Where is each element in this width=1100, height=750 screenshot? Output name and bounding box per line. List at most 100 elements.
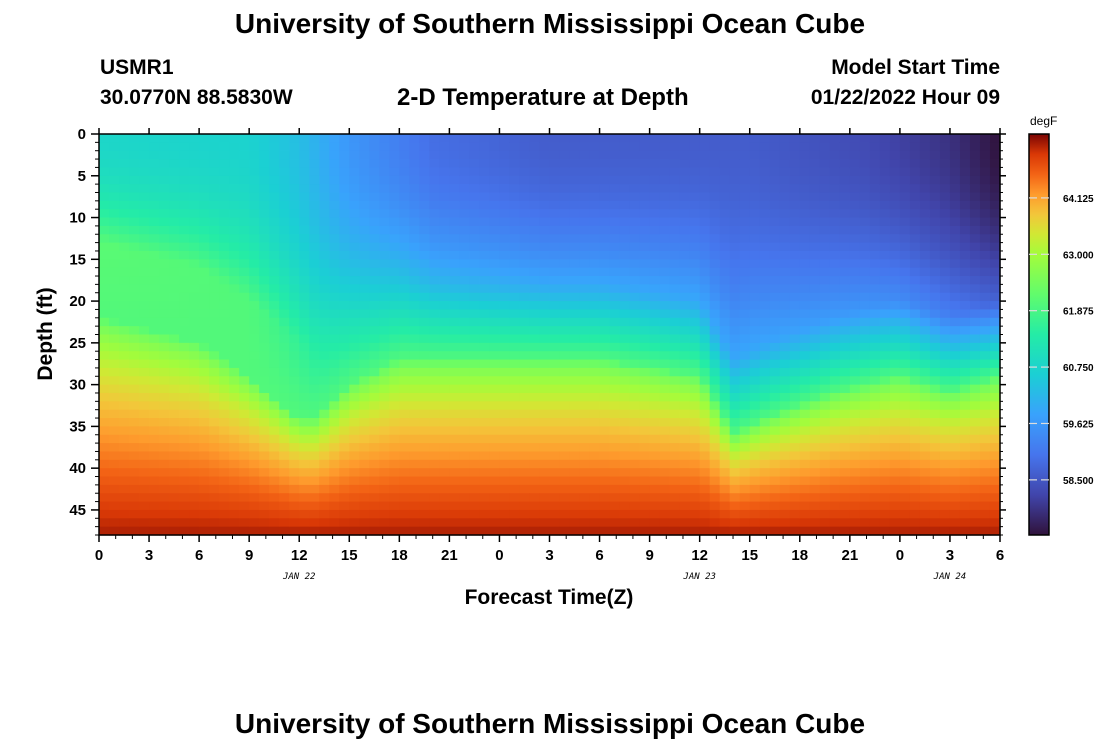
heatmap-cell [399,509,410,519]
heatmap-cell [569,526,581,536]
heatmap-cell [119,367,130,377]
heatmap-cell [589,451,601,461]
heatmap-cell [389,150,400,160]
heatmap-cell [689,342,701,352]
heatmap-cell [439,192,450,202]
heatmap-cell [499,409,511,419]
heatmap-cell [159,292,170,302]
heatmap-cell [819,384,831,394]
heatmap-cell [629,200,641,210]
heatmap-cell [989,200,1001,210]
heatmap-cell [679,509,691,519]
heatmap-cell [629,317,641,327]
heatmap-cell [749,476,761,486]
heatmap-cell [359,468,370,478]
heatmap-cell [929,200,941,210]
heatmap-cell [809,484,821,494]
heatmap-cell [529,259,541,269]
heatmap-cell [619,418,631,427]
heatmap-cell [629,434,641,444]
heatmap-cell [869,459,881,469]
heatmap-cell [789,351,801,361]
heatmap-cell [689,292,701,302]
heatmap-cell [699,159,711,169]
heatmap-cell [289,292,300,302]
heatmap-cell [589,476,601,486]
heatmap-cell [719,443,731,453]
heatmap-cell [389,426,400,436]
heatmap-cell [859,384,871,394]
heatmap-cell [959,518,971,528]
heatmap-cell [709,159,721,169]
heatmap-cell [99,276,110,285]
heatmap-cell [849,518,861,528]
heatmap-cell [519,434,531,444]
heatmap-cell [899,526,911,536]
heatmap-cell [849,468,861,478]
heatmap-cell [589,443,601,453]
heatmap-cell [239,317,250,327]
heatmap-cell [169,184,180,194]
heatmap-cell [589,259,601,269]
heatmap-cell [649,342,661,352]
heatmap-cell [769,200,781,210]
heatmap-cell [429,384,440,394]
heatmap-cell [189,384,200,394]
heatmap-cell [629,418,641,427]
heatmap-cell [279,150,290,160]
heatmap-cell [119,476,130,486]
heatmap-cell [779,259,791,269]
heatmap-cell [639,150,651,160]
heatmap-cell [159,225,170,235]
heatmap-cell [449,326,460,336]
heatmap-cell [309,392,320,402]
heatmap-cell [979,259,991,269]
heatmap-cell [259,468,270,478]
heatmap-cell [339,376,350,386]
heatmap-cell [699,518,711,528]
heatmap-cell [549,484,561,494]
heatmap-cell [749,292,761,302]
heatmap-cell [179,167,190,177]
heatmap-cell [219,493,230,503]
heatmap-cell [909,426,921,436]
heatmap-cell [839,159,851,169]
heatmap-cell [149,409,160,419]
heatmap-cell [939,376,951,386]
heatmap-cell [449,292,460,302]
heatmap-cell [199,309,210,319]
heatmap-cell [599,426,611,436]
heatmap-cell [539,476,551,486]
heatmap-cell [269,217,280,227]
heatmap-cell [689,476,701,486]
heatmap-cell [479,451,491,461]
heatmap-cell [109,309,120,319]
heatmap-cell [169,342,180,352]
heatmap-cell [839,418,851,427]
heatmap-cell [409,409,420,419]
heatmap-cell [349,217,360,227]
heatmap-cell [909,159,921,169]
heatmap-cell [329,501,340,511]
heatmap-cell [879,284,891,294]
heatmap-cell [749,259,761,269]
heatmap-cell [989,434,1001,444]
colorbar-tick-label: 58.500 [1063,476,1094,487]
heatmap-cell [829,468,841,478]
heatmap-cell [599,418,611,427]
heatmap-cell [509,526,521,536]
heatmap-cell [469,284,481,294]
heatmap-cell [769,476,781,486]
heatmap-cell [729,309,741,319]
heatmap-cell [619,175,631,185]
heatmap-cell [579,317,591,327]
heatmap-cell [909,418,921,427]
heatmap-cell [629,184,641,194]
heatmap-cell [379,334,390,344]
heatmap-cell [529,159,541,169]
heatmap-cell [309,234,320,244]
heatmap-cell [959,250,971,260]
heatmap-cell [589,401,601,411]
heatmap-cell [259,459,270,469]
heatmap-cell [239,234,250,244]
